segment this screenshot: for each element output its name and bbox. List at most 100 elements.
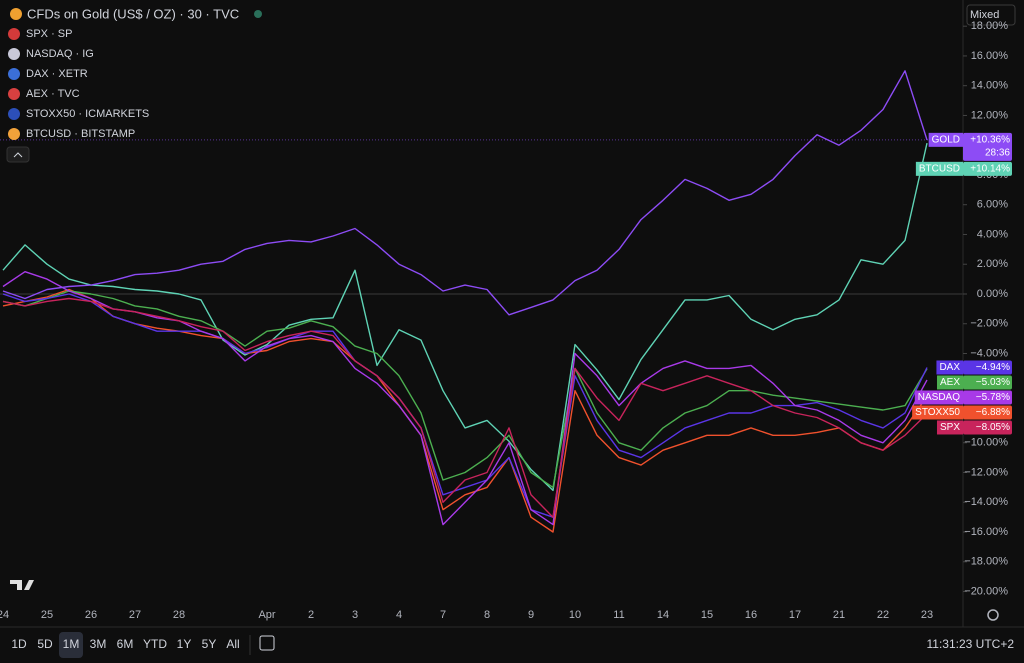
series-name-box: [912, 405, 963, 420]
series-name-label: STOXX50: [915, 407, 960, 418]
legend-entry[interactable]: NASDAQ · IG: [26, 48, 94, 60]
x-tick-label: 8: [484, 609, 490, 621]
series-name-box: [915, 161, 963, 176]
value-label: +10.36%: [970, 134, 1010, 145]
x-tick-label: 4: [396, 609, 402, 621]
value-label-box: [963, 405, 1012, 420]
y-tick-label: 18.00%: [971, 20, 1009, 32]
x-tick-label: 15: [701, 609, 713, 621]
collapse-icon: [13, 152, 23, 158]
series-name-box: [928, 132, 963, 147]
value-label-box: [963, 390, 1012, 405]
y-tick-label: 12.00%: [971, 109, 1009, 121]
gold-icon: [10, 8, 22, 20]
range-button[interactable]: All: [226, 637, 239, 651]
y-tick-label: 14.00%: [971, 80, 1009, 92]
value-label-box: [963, 161, 1012, 176]
y-tick-label: 0.00%: [977, 288, 1008, 300]
y-tick-label: −2.00%: [970, 318, 1008, 330]
x-tick-label: 2: [308, 609, 314, 621]
x-tick-label: 7: [440, 609, 446, 621]
series-name-box: [936, 420, 963, 435]
value-label-box: [963, 360, 1012, 375]
scale-mode-label: Mixed: [970, 9, 999, 21]
scale-mode-button[interactable]: [966, 4, 1016, 26]
y-tick-label: −18.00%: [964, 556, 1008, 568]
x-tick-label: 14: [657, 609, 669, 621]
clock: 11:31:23 UTC+2: [927, 637, 1015, 651]
series-line: [2, 297, 928, 518]
logo: [10, 580, 34, 590]
value-label: −6.88%: [976, 407, 1010, 418]
stoxx50-icon: [8, 108, 20, 120]
series-name-label: BTCUSD: [919, 163, 960, 174]
active-range-bg: [59, 632, 83, 658]
range-button[interactable]: 1D: [11, 637, 27, 651]
series-name-label: AEX: [940, 377, 960, 388]
value-label-box: [963, 132, 1012, 161]
y-tick-label: −12.00%: [964, 466, 1008, 478]
series-name-box: [936, 360, 963, 375]
x-tick-label: 16: [745, 609, 757, 621]
series-line: [2, 142, 928, 492]
range-button[interactable]: 5D: [37, 637, 53, 651]
range-button[interactable]: 5Y: [202, 637, 217, 651]
series-name-label: SPX: [940, 422, 960, 433]
x-tick-label: 25: [41, 609, 53, 621]
legend-entry[interactable]: BTCUSD · BITSTAMP: [26, 128, 135, 140]
countdown: 28:36: [985, 147, 1010, 158]
y-tick-label: −14.00%: [964, 496, 1008, 508]
range-button[interactable]: 3M: [90, 637, 107, 651]
nasdaq-icon: [8, 48, 20, 60]
x-tick-label: 28: [173, 609, 185, 621]
x-tick-label: 11: [613, 609, 624, 621]
value-label: −8.05%: [976, 422, 1010, 433]
dax-icon: [8, 68, 20, 80]
goto-date-button[interactable]: [259, 635, 275, 651]
x-tick-label: 23: [921, 609, 933, 621]
legend-entry[interactable]: STOXX50 · ICMARKETS: [26, 108, 149, 120]
series-line: [2, 70, 928, 316]
value-label: −5.03%: [976, 377, 1010, 388]
series-name-label: NASDAQ: [918, 392, 960, 403]
range-button[interactable]: 6M: [117, 637, 134, 651]
value-label-box: [963, 375, 1012, 390]
x-tick-label: 27: [129, 609, 141, 621]
settings-button[interactable]: [987, 609, 999, 621]
collapse-legend-button[interactable]: [6, 146, 30, 163]
series-name-box: [936, 375, 963, 390]
series-name-box: [914, 390, 963, 405]
series-line: [2, 290, 928, 489]
series-line: [2, 271, 928, 526]
y-tick-label: 4.00%: [977, 228, 1008, 240]
legend-entry[interactable]: AEX · TVC: [26, 88, 80, 100]
y-tick-label: −16.00%: [964, 526, 1008, 538]
aex-icon: [8, 88, 20, 100]
value-label: −5.78%: [976, 392, 1010, 403]
x-tick-label: 26: [85, 609, 97, 621]
plot-area: [0, 70, 963, 533]
range-button[interactable]: 1Y: [177, 637, 192, 651]
x-tick-label: 9: [528, 609, 534, 621]
y-tick-label: 16.00%: [971, 50, 1009, 62]
legend-entry[interactable]: DAX · XETR: [26, 68, 88, 80]
market-status-dot: [254, 10, 262, 18]
legend-entry[interactable]: SPX · SP: [26, 28, 72, 40]
y-tick-label: −4.00%: [970, 347, 1008, 359]
x-tick-label: Apr: [258, 609, 275, 621]
y-tick-label: −10.00%: [964, 437, 1008, 449]
y-tick-label: 6.00%: [977, 199, 1008, 211]
x-tick-label: 10: [569, 609, 581, 621]
series-line: [2, 288, 928, 533]
x-tick-label: 21: [833, 609, 845, 621]
value-label-box: [963, 420, 1012, 435]
x-tick-label: 24: [0, 609, 9, 621]
range-button[interactable]: YTD: [143, 637, 167, 651]
spx-icon: [8, 28, 20, 40]
value-label: −4.94%: [976, 362, 1010, 373]
range-button[interactable]: 1M: [63, 637, 80, 651]
chart-title: CFDs on Gold (US$ / OZ) · 30 · TVC: [27, 6, 239, 21]
range-toolbar: 1D 5D 1M 3M 6M YTD 1Y 5Y All: [11, 632, 240, 658]
